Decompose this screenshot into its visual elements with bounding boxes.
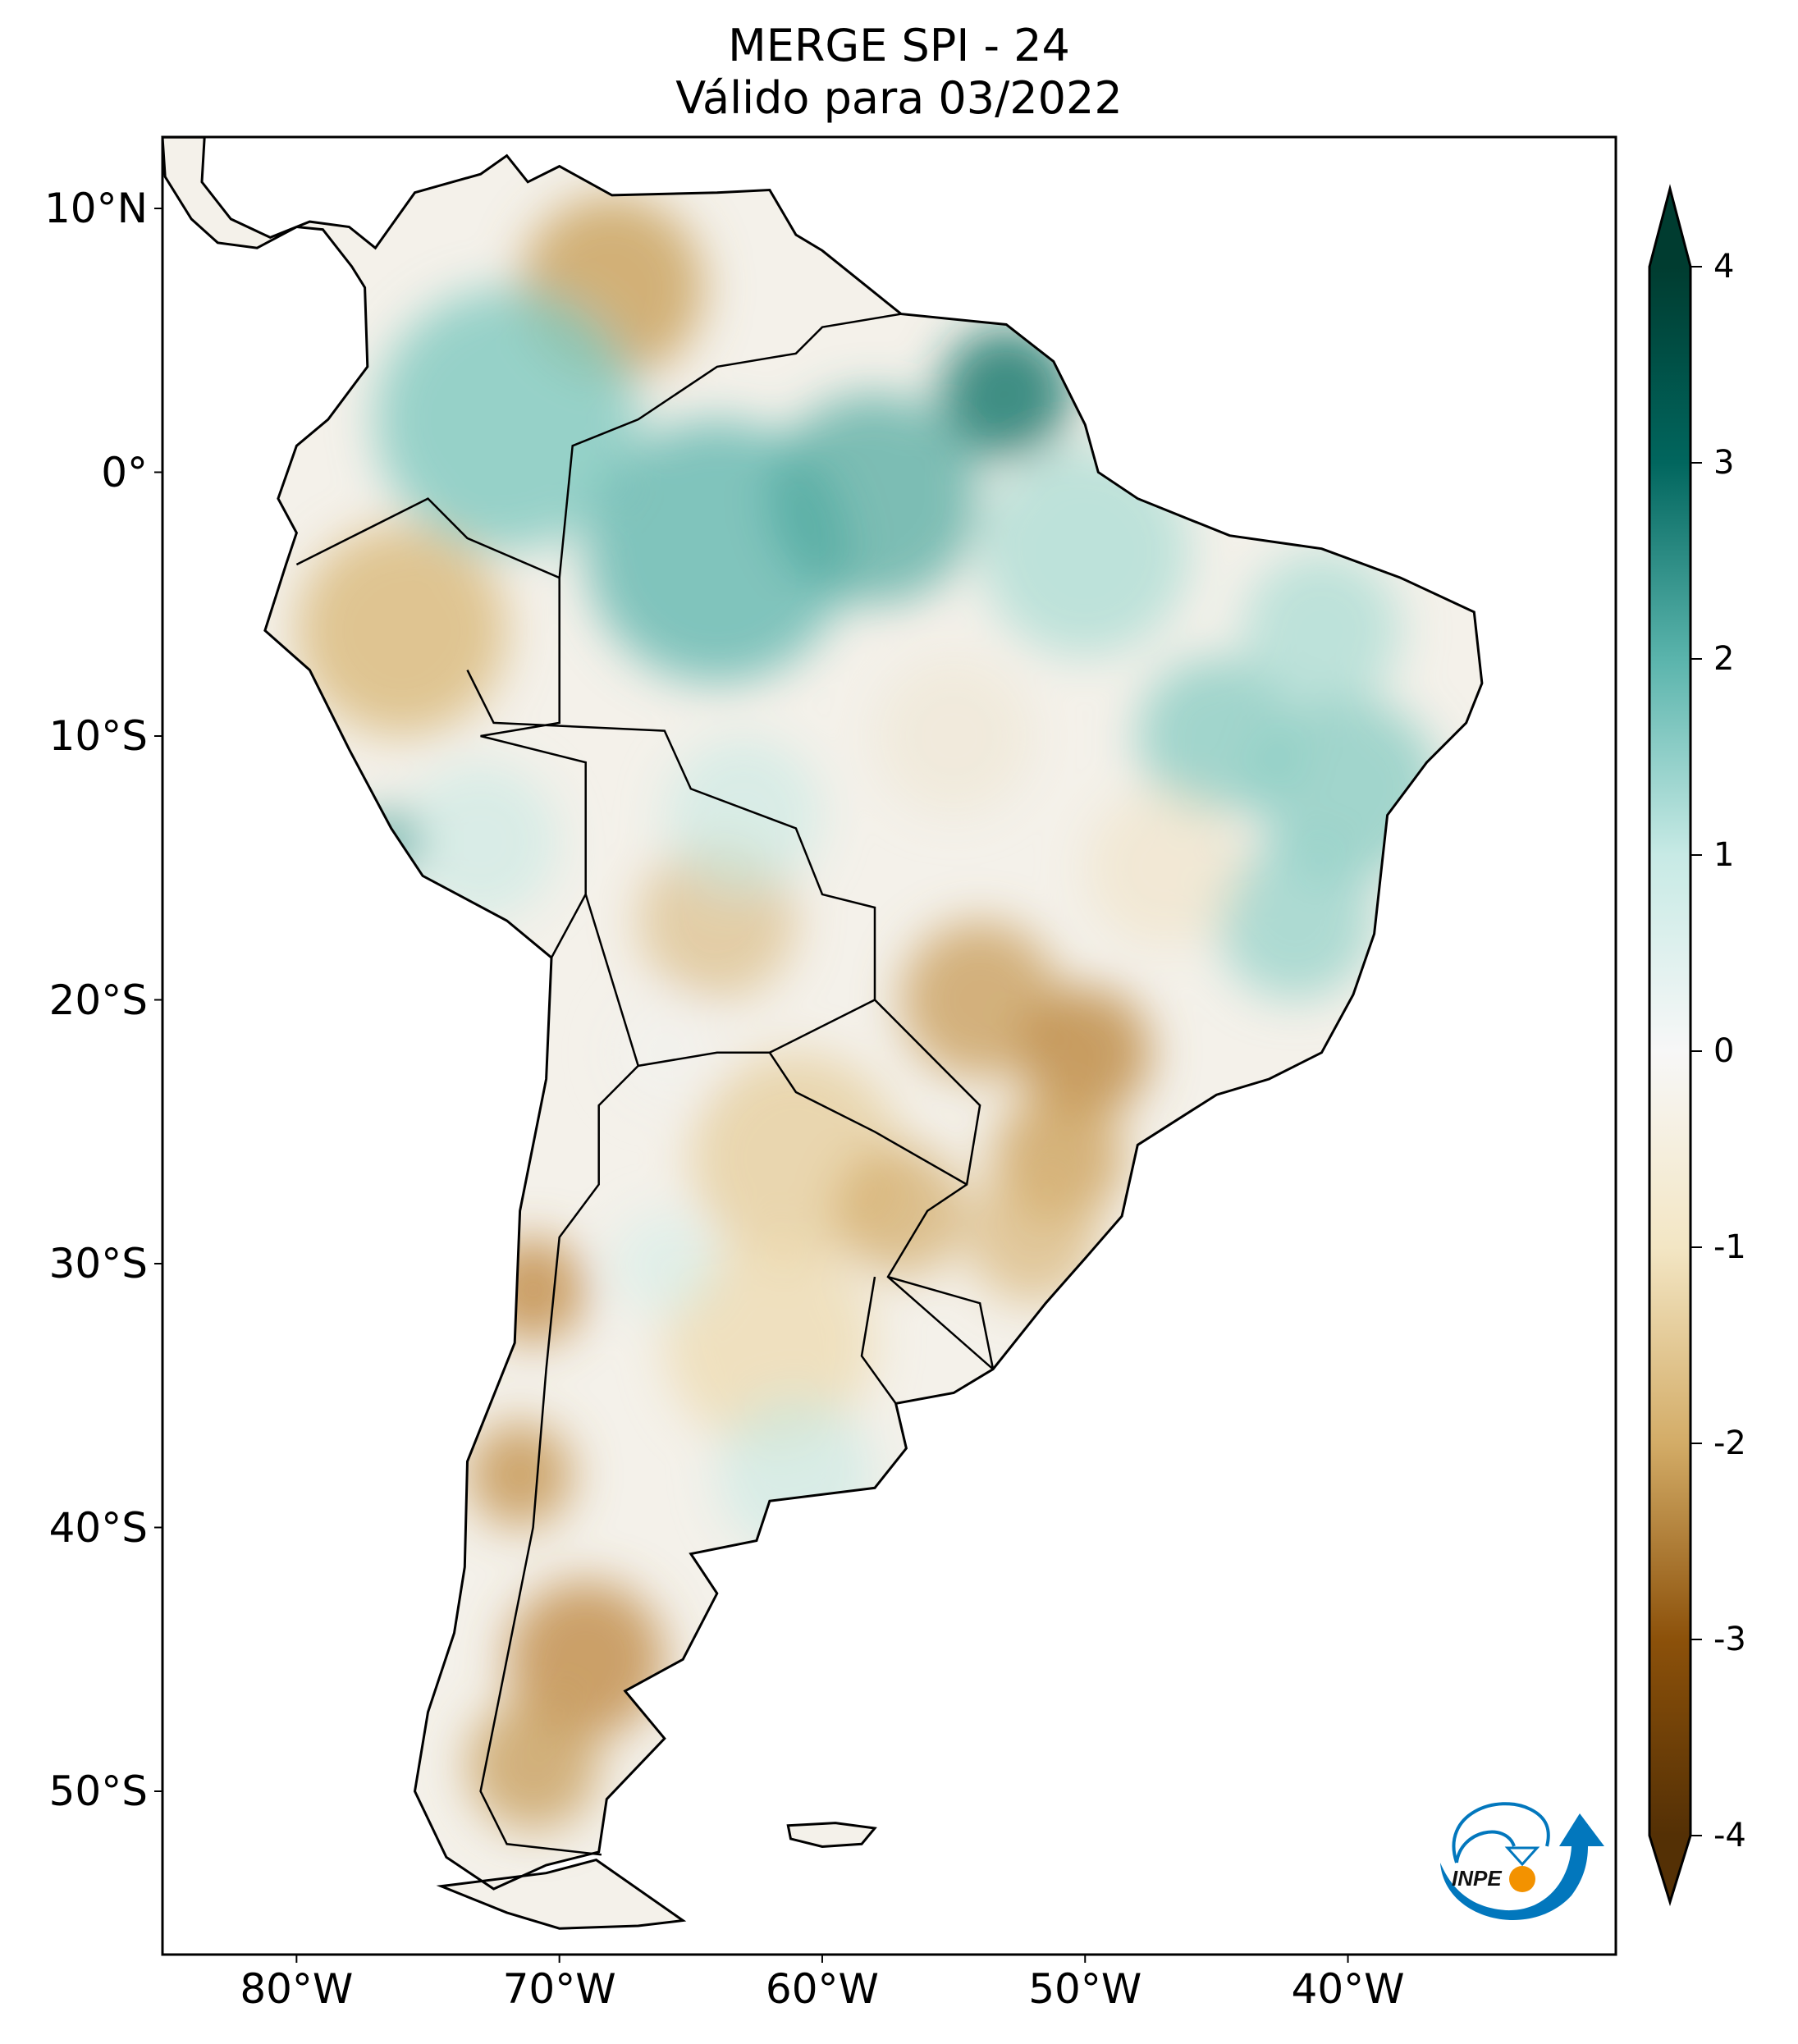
lat-label: 10°N — [43, 185, 148, 232]
inpe-logo: INPE — [1440, 1802, 1604, 1920]
chart-title: MERGE SPI - 24 — [728, 20, 1070, 71]
colorbar-tick-label: 1 — [1713, 836, 1735, 874]
map-frame — [161, 135, 1617, 1956]
colorbar-tick-label: 2 — [1713, 640, 1735, 678]
colorbar-tick-label: -4 — [1713, 1817, 1746, 1854]
colorbar-tick-label: 3 — [1713, 444, 1735, 482]
lat-label: 50°S — [48, 1767, 148, 1815]
colorbar-tick-label: -1 — [1713, 1228, 1746, 1266]
lon-label: 40°W — [1291, 1965, 1405, 2013]
lat-label: 20°S — [48, 976, 148, 1024]
lon-label: 60°W — [765, 1965, 879, 2013]
lon-label: 80°W — [240, 1965, 354, 2013]
country-border — [768, 1052, 968, 1186]
colorbar-tick-label: 0 — [1713, 1032, 1735, 1070]
country-border — [584, 894, 876, 1068]
country-border — [479, 1065, 639, 1856]
country-border — [295, 497, 587, 958]
lat-label: 0° — [101, 448, 148, 496]
logo-text: INPE — [1452, 1866, 1502, 1891]
colorbar-gradient — [1649, 267, 1690, 1836]
land-spi-field — [162, 137, 1482, 1929]
country-border — [558, 313, 902, 578]
country-border — [466, 670, 994, 1370]
coastline-tierra-del-fuego — [436, 1858, 687, 1930]
chart-subtitle: Válido para 03/2022 — [675, 72, 1123, 124]
coastline-mainland — [161, 135, 1484, 1891]
colorbar-extend-max — [1649, 189, 1690, 267]
country-border — [887, 1275, 995, 1370]
colorbar-tick-label: -3 — [1713, 1621, 1746, 1658]
coastline-borders — [161, 135, 1484, 1930]
colorbar-tick-label: 4 — [1713, 248, 1735, 286]
lon-label: 70°W — [502, 1965, 616, 2013]
lat-label: 30°S — [48, 1240, 148, 1287]
country-border — [860, 1276, 897, 1405]
colorbar — [1648, 184, 1702, 1907]
colorbar-tick-label: -2 — [1713, 1424, 1746, 1462]
colorbar-extend-min — [1649, 1836, 1690, 1902]
lat-label: 10°S — [48, 712, 148, 760]
lat-label: 40°S — [48, 1503, 148, 1552]
axis-ticks — [154, 208, 1349, 1963]
lon-label: 50°W — [1028, 1965, 1142, 2013]
coastline-falklands — [786, 1822, 877, 1849]
